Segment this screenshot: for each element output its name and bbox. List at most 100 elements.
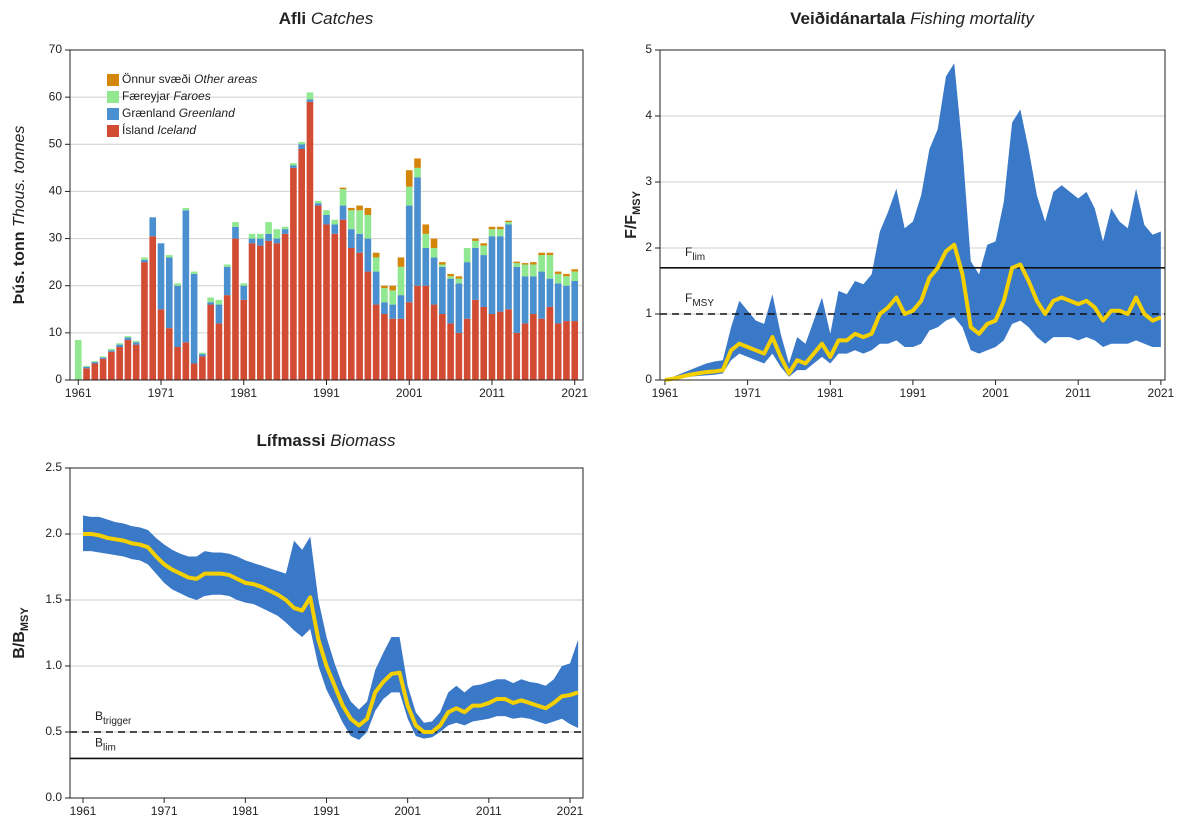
- bar-segment: [422, 233, 430, 248]
- bar-segment: [381, 314, 388, 380]
- bar-segment: [405, 186, 413, 206]
- bar-segment: [339, 187, 347, 190]
- reference-label-text: B: [95, 709, 103, 723]
- bar-segment: [124, 336, 132, 338]
- bar-segment: [207, 304, 214, 380]
- y-label-sub: MSY: [631, 190, 643, 215]
- bar-segment: [199, 352, 206, 355]
- bar-segment: [339, 189, 347, 206]
- x-tick-label: 1981: [817, 386, 844, 400]
- x-tick-label: 2001: [982, 386, 1009, 400]
- bar-segment: [124, 337, 132, 340]
- legend-name: Færeyjar: [122, 89, 170, 103]
- bar-segment: [356, 252, 363, 380]
- y-tick-label: 1.5: [45, 592, 62, 606]
- bar-segment: [323, 210, 330, 215]
- bar-segment: [430, 304, 438, 380]
- y-label-bold: Þús. tonn: [11, 231, 28, 304]
- reference-label: Flim: [685, 245, 705, 262]
- y-axis-label: Þús. tonn Thous. tonnes: [11, 126, 28, 305]
- bar-segment: [157, 309, 165, 380]
- bar-segment: [207, 302, 214, 305]
- x-tick-label: 1991: [313, 804, 340, 818]
- legend-name: Grænland: [122, 106, 175, 120]
- bar-segment: [232, 238, 239, 380]
- bar-segment: [546, 255, 554, 279]
- legend-swatch: [107, 91, 119, 103]
- bar-segment: [108, 348, 115, 351]
- x-tick-label: 1961: [65, 386, 92, 400]
- bar-segment: [290, 167, 297, 380]
- legend-name: Önnur svæði: [122, 72, 191, 86]
- bar-segment: [165, 257, 173, 329]
- bar-segment: [447, 323, 454, 380]
- bar-segment: [149, 236, 157, 380]
- y-label-sub: MSY: [19, 607, 31, 632]
- reference-label-text: F: [685, 245, 692, 259]
- bar-segment: [405, 170, 413, 187]
- bar-segment: [447, 278, 454, 324]
- bar-segment: [339, 205, 347, 220]
- bar-segment: [513, 261, 521, 264]
- bar-segment: [447, 273, 454, 277]
- bar-segment: [74, 339, 82, 380]
- bar-segment: [422, 224, 430, 234]
- bar-segment: [83, 368, 90, 380]
- bar-segment: [496, 236, 504, 312]
- legend-swatch: [107, 108, 119, 120]
- bar-segment: [521, 264, 529, 277]
- bar-segment: [132, 340, 140, 343]
- y-tick-label: 50: [49, 136, 63, 150]
- bar-segment: [290, 165, 297, 168]
- bar-segment: [430, 248, 438, 258]
- x-tick-label: 2011: [476, 804, 502, 818]
- legend-swatch: [107, 125, 119, 137]
- legend-label: Færeyjar Faroes: [122, 89, 211, 103]
- bar-segment: [281, 233, 289, 380]
- bar-segment: [463, 248, 471, 263]
- reference-label: Blim: [95, 736, 116, 753]
- bar-segment: [182, 210, 190, 343]
- bar-segment: [447, 276, 454, 279]
- y-label-text: F/F: [623, 215, 640, 239]
- bar-segment: [563, 276, 570, 286]
- y-axis-label: B/BMSY: [11, 607, 31, 659]
- bar-segment: [513, 332, 521, 380]
- bar-segment: [99, 357, 107, 359]
- y-tick-label: 5: [645, 42, 652, 56]
- title-bold: Veiðidánartala: [790, 9, 906, 28]
- chart-title: Veiðidánartala Fishing mortality: [790, 9, 1035, 28]
- bar-segment: [463, 262, 471, 319]
- bar-segment: [83, 366, 90, 369]
- bar-segment: [397, 257, 405, 267]
- bar-segment: [505, 224, 512, 310]
- bar-segment: [397, 318, 405, 380]
- bar-segment: [480, 255, 488, 307]
- y-tick-label: 0.0: [45, 790, 62, 804]
- bar-segment: [356, 210, 363, 234]
- bar-segment: [108, 350, 115, 352]
- bar-segment: [132, 342, 140, 345]
- plot-frame: [69, 467, 584, 799]
- bar-segment: [472, 240, 479, 248]
- chart-title: Lífmassi Biomass: [257, 431, 396, 450]
- legend-name: Ísland: [122, 122, 154, 137]
- bar-segment: [439, 314, 446, 380]
- bar-segment: [439, 262, 446, 265]
- bar-segment: [314, 200, 322, 204]
- bar-segment: [480, 245, 488, 256]
- bar-segment: [314, 203, 322, 206]
- bar-segment: [223, 264, 231, 267]
- bar-segment: [265, 233, 272, 241]
- y-tick-label: 30: [49, 231, 63, 245]
- bar-segment: [372, 271, 380, 305]
- legend-label: Grænland Greenland: [122, 106, 235, 120]
- bar-segment: [182, 342, 190, 380]
- bar-segment: [232, 222, 239, 227]
- bar-segment: [496, 226, 504, 230]
- bar-segment: [356, 233, 363, 253]
- bar-segment: [83, 365, 90, 367]
- bar-segment: [364, 238, 372, 272]
- y-tick-label: 2: [645, 240, 652, 254]
- bar-segment: [389, 285, 397, 291]
